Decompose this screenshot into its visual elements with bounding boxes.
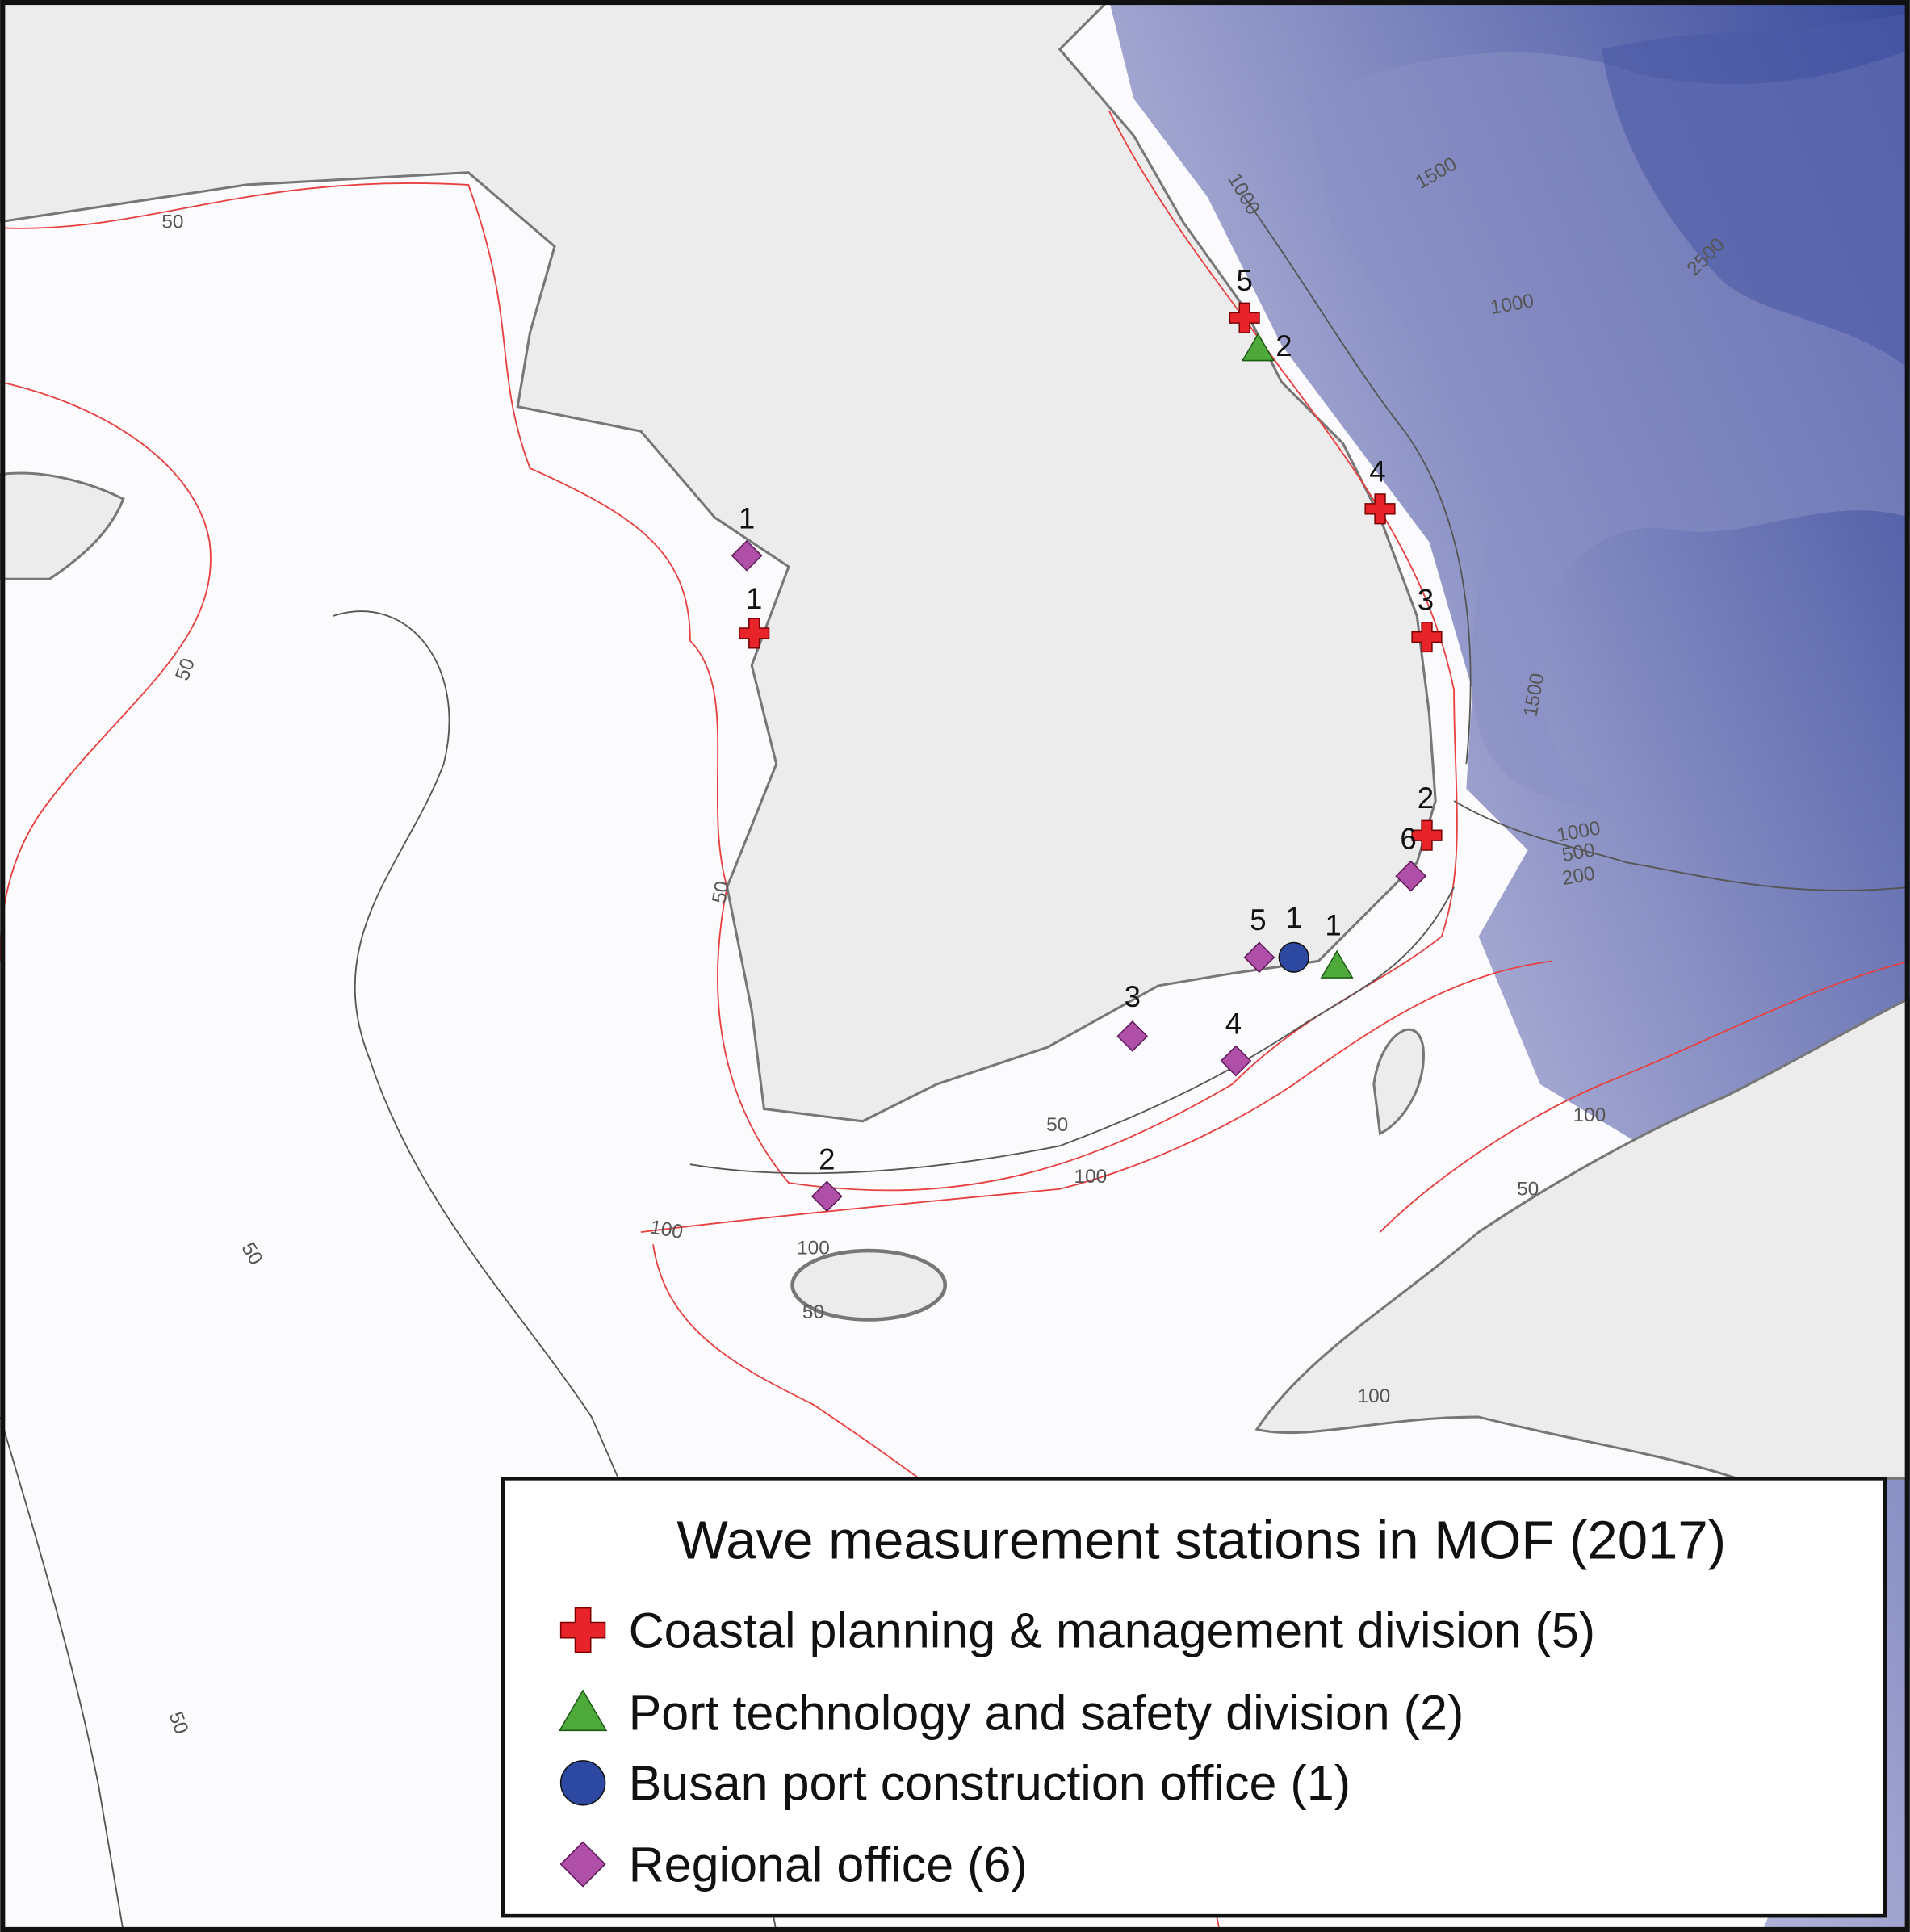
triangle-marker bbox=[1320, 949, 1354, 979]
land-china bbox=[0, 471, 125, 580]
contour-label: 100 bbox=[797, 1238, 830, 1259]
station-number: 1 bbox=[1286, 901, 1302, 934]
diamond-marker bbox=[1243, 941, 1275, 974]
cross-marker bbox=[739, 618, 770, 649]
contour-label: 50 bbox=[709, 879, 734, 904]
legend-label: Regional office (6) bbox=[629, 1837, 1028, 1892]
station-number: 3 bbox=[1418, 583, 1434, 616]
diamond-marker bbox=[1220, 1045, 1252, 1077]
cross-marker bbox=[1411, 621, 1443, 653]
station-number: 6 bbox=[1400, 823, 1416, 856]
circle-marker bbox=[1278, 941, 1309, 973]
station-number: 4 bbox=[1369, 455, 1385, 488]
diamond-marker bbox=[810, 1180, 843, 1213]
station-number: 3 bbox=[1125, 980, 1141, 1013]
deep-sea-layer bbox=[1602, 12, 1910, 370]
station-number: 1 bbox=[746, 582, 762, 615]
contour-label: 50 bbox=[802, 1301, 824, 1323]
legend-label: Port technology and safety division (2) bbox=[629, 1686, 1464, 1741]
triangle-marker bbox=[558, 1689, 608, 1732]
legend-box bbox=[501, 1477, 1887, 1918]
contour-label: 50 bbox=[1517, 1178, 1539, 1200]
station-number: 4 bbox=[1225, 1007, 1242, 1040]
legend-label: Busan port construction office (1) bbox=[629, 1756, 1351, 1811]
station-number: 1 bbox=[1325, 908, 1341, 941]
cross-marker bbox=[1364, 493, 1396, 525]
cross-marker bbox=[1229, 302, 1260, 333]
diamond-marker bbox=[1395, 860, 1427, 892]
station-number: 5 bbox=[1236, 264, 1252, 297]
legend-title: Wave measurement stations in MOF (2017) bbox=[676, 1511, 1726, 1571]
diamond-marker bbox=[731, 539, 763, 572]
triangle-marker bbox=[1241, 333, 1275, 362]
contour-label: 100 bbox=[1074, 1166, 1108, 1188]
contour-label: 100 bbox=[1358, 1385, 1391, 1407]
legend: Wave measurement stations in MOF (2017) … bbox=[501, 1477, 1887, 1918]
station-number: 5 bbox=[1250, 903, 1266, 937]
diamond-marker bbox=[1116, 1020, 1149, 1052]
station-number: 2 bbox=[1275, 329, 1292, 363]
land-japan bbox=[1254, 996, 1910, 1480]
station-number: 1 bbox=[739, 502, 755, 535]
cross-marker bbox=[559, 1607, 606, 1653]
contour-label: 100 bbox=[648, 1217, 685, 1244]
cross-marker bbox=[1411, 819, 1443, 851]
land-jeju bbox=[790, 1248, 948, 1322]
diamond-marker bbox=[559, 1841, 606, 1888]
contour-label: 50 bbox=[161, 211, 183, 233]
contour-label: 50 bbox=[1046, 1114, 1068, 1136]
legend-items: Coastal planning & management division (… bbox=[558, 1603, 1596, 1892]
land-tsushima bbox=[1372, 1028, 1425, 1136]
legend-label: Coastal planning & management division (… bbox=[629, 1603, 1596, 1657]
station-number: 2 bbox=[819, 1142, 835, 1176]
contour-label: 100 bbox=[1573, 1104, 1606, 1126]
circle-marker bbox=[559, 1760, 606, 1806]
station-number: 2 bbox=[1418, 782, 1434, 815]
